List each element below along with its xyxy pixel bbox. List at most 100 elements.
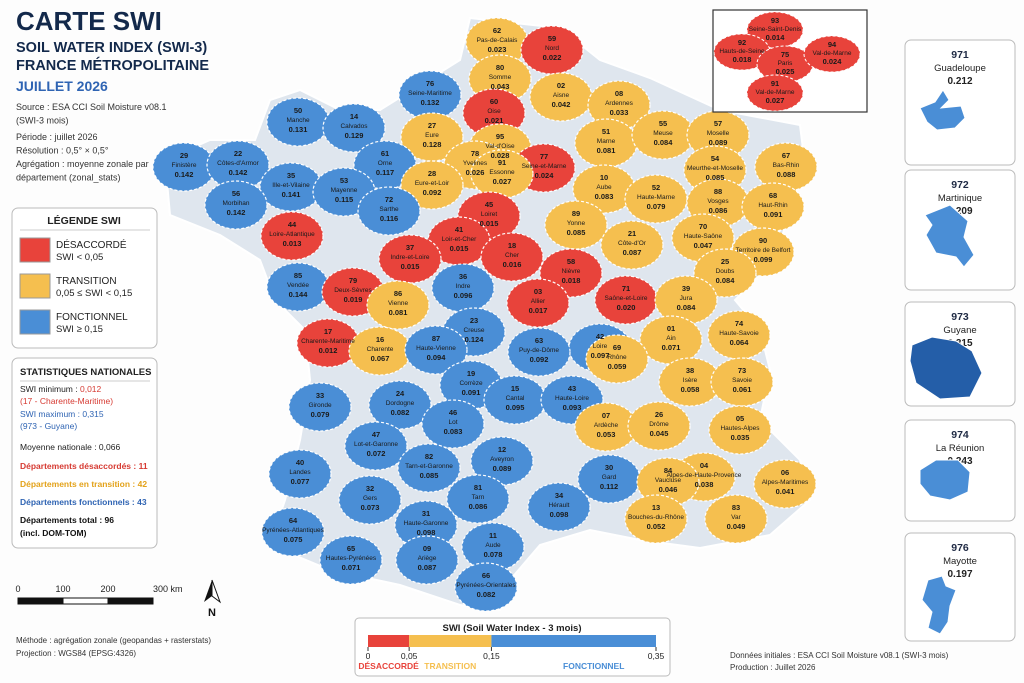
department-area (397, 443, 461, 493)
department-value: 0.012 (319, 346, 338, 355)
department-name: Haute-Marne (637, 194, 675, 201)
department-area (741, 182, 805, 232)
department-value: 0.098 (550, 510, 569, 519)
department-value: 0.023 (488, 45, 507, 54)
stats-label: Départements en transition : 42 (20, 479, 147, 489)
department-code: 31 (422, 509, 430, 518)
department-area (506, 278, 570, 328)
department-name: Vaucluse (655, 477, 682, 484)
department-value: 0.088 (777, 170, 796, 179)
department-name: Gard (602, 474, 617, 481)
department-code: 06 (781, 468, 789, 477)
department-code: 19 (467, 369, 475, 378)
department-value: 0.084 (716, 276, 736, 285)
department-name: Eure-et-Loir (415, 180, 450, 187)
department-area (636, 457, 700, 507)
department-code: 78 (471, 149, 479, 158)
stats-label: Départements total : 96 (20, 515, 114, 525)
department-name: Tarn (472, 494, 485, 501)
department-name: Côte-d'Or (618, 240, 647, 247)
legend-range: SWI ≥ 0,15 (56, 324, 103, 335)
date: JUILLET 2026 (16, 78, 108, 94)
department-value: 0.091 (462, 388, 481, 397)
department-area (338, 475, 402, 525)
department-code: 37 (406, 243, 414, 252)
department-code: 22 (234, 149, 242, 158)
department-value: 0.016 (503, 260, 522, 269)
department-area (204, 180, 268, 230)
colorbar-class: DÉSACCORDÉ (358, 661, 419, 671)
department-code: 62 (493, 26, 501, 35)
department-name: Charente (367, 346, 394, 353)
overseas-name: Guyane (943, 325, 976, 336)
department-name: Sarthe (379, 206, 399, 213)
department-area (319, 535, 383, 585)
overseas-code: 971 (951, 49, 969, 61)
department-code: 68 (769, 191, 777, 200)
department-name: Aude (485, 542, 501, 549)
department-name: Alpes-Maritimes (762, 479, 809, 486)
overseas-code: 972 (951, 179, 969, 191)
department-name: Seine-Maritime (408, 90, 452, 97)
department-area (461, 522, 525, 572)
colorbar-tick-label: 0 (366, 651, 371, 661)
department-area (431, 263, 495, 313)
department-area (398, 70, 462, 120)
department-area (627, 401, 691, 451)
department-value: 0.129 (345, 131, 364, 140)
overseas-shape (909, 336, 983, 400)
department-area (624, 494, 688, 544)
overseas-name: Guadeloupe (934, 63, 986, 74)
department-name: Bas-Rhin (773, 162, 800, 169)
department-area (260, 211, 324, 261)
department-code: 30 (605, 463, 613, 472)
department-code: 25 (721, 257, 729, 266)
department-name: Côtes-d'Armor (217, 160, 260, 167)
department-value: 0.092 (423, 188, 442, 197)
department-name: Jura (680, 295, 693, 302)
department-area (395, 535, 459, 585)
department-value: 0.087 (623, 248, 642, 257)
department-name: Essonne (489, 169, 515, 176)
stats-line: SWI maximum : 0,315 (20, 409, 104, 419)
department-name: Nièvre (562, 268, 581, 275)
department-name: Landes (289, 469, 311, 476)
department-value: 0.082 (477, 590, 496, 599)
department-value: 0.084 (677, 303, 697, 312)
department-value: 0.041 (776, 487, 795, 496)
ui: CARTE SWI SOIL WATER INDEX (SWI-3)FRANCE … (11, 6, 1016, 677)
legend-swatch (19, 309, 51, 335)
info-line: département (zonal_stats) (16, 173, 121, 183)
info-line: Période : juillet 2026 (16, 132, 98, 142)
department-name: Nord (545, 45, 559, 52)
stats-label: Départements fonctionnels : 43 (20, 497, 147, 507)
legend-name: TRANSITION (56, 276, 117, 287)
legend-name: DÉSACCORDÉ (56, 238, 127, 251)
subtitle: FRANCE MÉTROPOLITAINE (16, 57, 209, 74)
department-value: 0.035 (731, 433, 750, 442)
department-name: Ariège (418, 555, 437, 562)
department-area (404, 325, 468, 375)
department-code: 80 (496, 63, 504, 72)
department-name: Morbihan (222, 200, 249, 207)
stats-line: (incl. DOM-TOM) (20, 528, 87, 538)
department-name: Creuse (464, 327, 485, 334)
department-value: 0.013 (283, 239, 302, 248)
department-value: 0.020 (617, 303, 636, 312)
department-name: Seine-et-Marne (522, 163, 567, 170)
title: CARTE SWI (16, 6, 162, 36)
department-code: 39 (682, 284, 690, 293)
department-code: 72 (385, 195, 393, 204)
stats-line: Départements en transition : 42 (20, 479, 147, 489)
colorbar-tick-label: 0,05 (401, 651, 418, 661)
department-area (261, 507, 325, 557)
department-code: 56 (232, 189, 240, 198)
map: 62Pas-de-Calais0.02359Nord0.02280Somme0.… (152, 17, 818, 612)
department-code: 02 (557, 81, 565, 90)
department-code: 18 (508, 241, 516, 250)
department-name: Dordogne (386, 400, 415, 407)
overseas-shape (924, 204, 975, 268)
department-area (654, 275, 718, 325)
department-value: 0.091 (764, 210, 783, 219)
department-value: 0.083 (444, 427, 463, 436)
